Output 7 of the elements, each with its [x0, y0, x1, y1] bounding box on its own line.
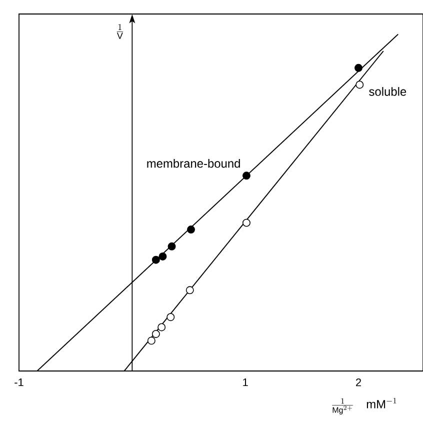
y-axis-title: $\frac{1}{\mathrm{V}}$	[116, 24, 123, 39]
x-tick-label: 1	[243, 378, 248, 386]
series-label: membrane-bound	[147, 158, 240, 168]
x-tick-label: 2	[356, 378, 361, 386]
series-label: soluble	[369, 87, 406, 96]
x-tick-label: -1	[14, 378, 24, 386]
x-axis-title: $\frac{1}{\mathrm{Mg}^{2+}}\quad \mathrm{mM}^{-1}$	[332, 398, 396, 414]
